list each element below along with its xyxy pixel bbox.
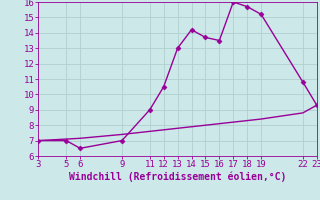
X-axis label: Windchill (Refroidissement éolien,°C): Windchill (Refroidissement éolien,°C) bbox=[69, 172, 286, 182]
